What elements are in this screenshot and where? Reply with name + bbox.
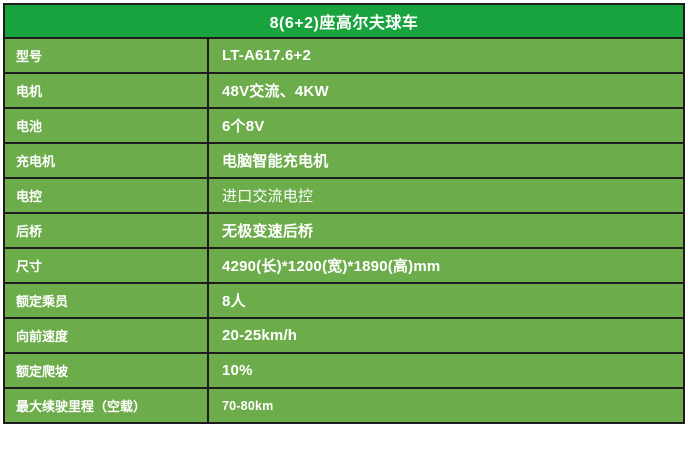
spec-label: 电池 xyxy=(3,107,209,144)
table-row-dimensions: 尺寸 4290(长)*1200(宽)*1890(高)mm xyxy=(3,247,685,284)
spec-label: 充电机 xyxy=(3,142,209,179)
spec-value: LT-A617.6+2 xyxy=(207,37,685,74)
table-header-row: 8(6+2)座高尔夫球车 xyxy=(3,3,685,39)
spec-value: 8人 xyxy=(207,282,685,319)
spec-label: 电控 xyxy=(3,177,209,214)
spec-label: 电机 xyxy=(3,72,209,109)
spec-value: 10% xyxy=(207,352,685,389)
spec-value: 电脑智能充电机 xyxy=(207,142,685,179)
spec-value: 48V交流、4KW xyxy=(207,72,685,109)
spec-label: 额定乘员 xyxy=(3,282,209,319)
spec-value: 6个8V xyxy=(207,107,685,144)
spec-value: 进口交流电控 xyxy=(207,177,685,214)
spec-value: 20-25km/h xyxy=(207,317,685,354)
table-row-motor: 电机 48V交流、4KW xyxy=(3,72,685,109)
table-row-charger: 充电机 电脑智能充电机 xyxy=(3,142,685,179)
spec-label: 额定爬坡 xyxy=(3,352,209,389)
spec-value: 70-80km xyxy=(207,387,685,424)
spec-value: 4290(长)*1200(宽)*1890(高)mm xyxy=(207,247,685,284)
table-row-battery: 电池 6个8V xyxy=(3,107,685,144)
spec-value: 无极变速后桥 xyxy=(207,212,685,249)
spec-label: 向前速度 xyxy=(3,317,209,354)
golf-cart-spec-table: 8(6+2)座高尔夫球车 型号 LT-A617.6+2 电机 48V交流、4KW… xyxy=(3,3,685,424)
table-row-model: 型号 LT-A617.6+2 xyxy=(3,37,685,74)
spec-label: 后桥 xyxy=(3,212,209,249)
table-row-rear-axle: 后桥 无极变速后桥 xyxy=(3,212,685,249)
table-row-rated-climb: 额定爬坡 10% xyxy=(3,352,685,389)
table-title: 8(6+2)座高尔夫球车 xyxy=(3,3,685,39)
table-row-controller: 电控 进口交流电控 xyxy=(3,177,685,214)
table-row-rated-occupants: 额定乘员 8人 xyxy=(3,282,685,319)
spec-label: 最大续驶里程（空载） xyxy=(3,387,209,424)
table-row-max-range: 最大续驶里程（空载） 70-80km xyxy=(3,387,685,424)
table-row-forward-speed: 向前速度 20-25km/h xyxy=(3,317,685,354)
spec-label: 型号 xyxy=(3,37,209,74)
spec-label: 尺寸 xyxy=(3,247,209,284)
